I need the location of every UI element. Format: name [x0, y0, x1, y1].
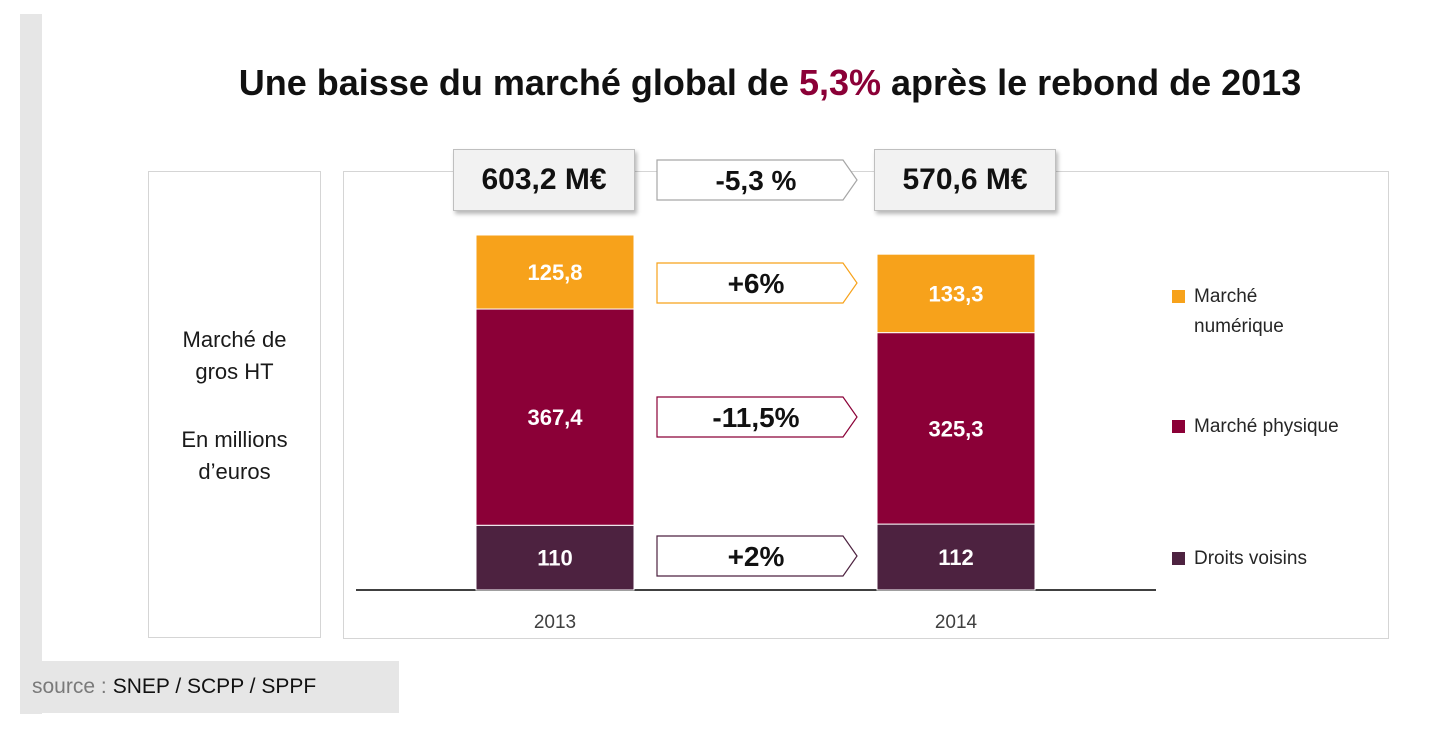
data-label-2013-droits: 110 — [537, 546, 573, 571]
legend-swatch-droits — [1172, 552, 1185, 565]
chart-title: Une baisse du marché global de 5,3% aprè… — [0, 62, 1440, 104]
left-strip — [20, 14, 42, 714]
change-physique-label: -11,5% — [712, 402, 799, 433]
x-tick-label-2014: 2014 — [935, 612, 978, 633]
bar-2013-numerique — [475, 234, 635, 310]
legend-label-numerique-2: numérique — [1194, 316, 1284, 337]
total-2013-box: 603,2 M€ — [453, 149, 635, 211]
legend-label-physique: Marché physique — [1194, 416, 1339, 437]
y-label-line-1: Marché de — [182, 327, 287, 352]
y-label-line-4: d’euros — [198, 459, 271, 484]
bar-2013-physique — [475, 308, 635, 526]
change-droits-label: +2% — [728, 541, 785, 572]
change-physique-arrow — [656, 396, 858, 438]
data-label-2013-physique: 367,4 — [527, 405, 583, 430]
bar-2013-droits — [475, 524, 635, 591]
change-droits-arrow — [656, 535, 858, 577]
source-value: SNEP / SCPP / SPPF — [112, 675, 317, 698]
y-label-line-2: gros HT — [195, 359, 274, 384]
title-highlight: 5,3% — [798, 62, 882, 103]
bar-2014-droits — [876, 523, 1036, 591]
legend-label-numerique-1: Marché — [1194, 286, 1258, 307]
y-axis-label-box: Marché de gros HT En millions d’euros — [148, 171, 321, 638]
legend-swatch-numerique — [1172, 290, 1185, 303]
source-note: source : SNEP / SCPP / SPPF — [20, 661, 399, 713]
y-label-line-3: En millions — [181, 427, 288, 452]
total-change-arrow — [656, 159, 858, 201]
data-label-2014-numerique: 133,3 — [928, 281, 983, 306]
arrows-layer: -5,3 % +6% -11,5% +2% — [656, 159, 858, 577]
data-label-2014-physique: 325,3 — [928, 416, 983, 441]
title-suffix: après le rebond de 2013 — [891, 62, 1302, 103]
bar-2014-numerique — [876, 253, 1036, 334]
title-prefix: Une baisse du marché global de — [238, 62, 789, 103]
total-change-label: -5,3 % — [716, 165, 797, 196]
source-label: source : — [32, 675, 107, 698]
data-label-2013-numerique: 125,8 — [527, 260, 582, 285]
legend-swatch-physique — [1172, 420, 1185, 433]
bars-layer: 110 367,4 125,8 2013 112 325,3 133,3 2014 — [475, 234, 1036, 633]
x-tick-label-2013: 2013 — [534, 612, 576, 633]
change-numerique-label: +6% — [728, 268, 785, 299]
bar-2014-physique — [876, 332, 1036, 525]
total-2014-box: 570,6 M€ — [874, 149, 1056, 211]
data-label-2014-droits: 112 — [938, 545, 974, 570]
legend-label-droits: Droits voisins — [1194, 548, 1307, 569]
change-numerique-arrow — [656, 262, 858, 304]
